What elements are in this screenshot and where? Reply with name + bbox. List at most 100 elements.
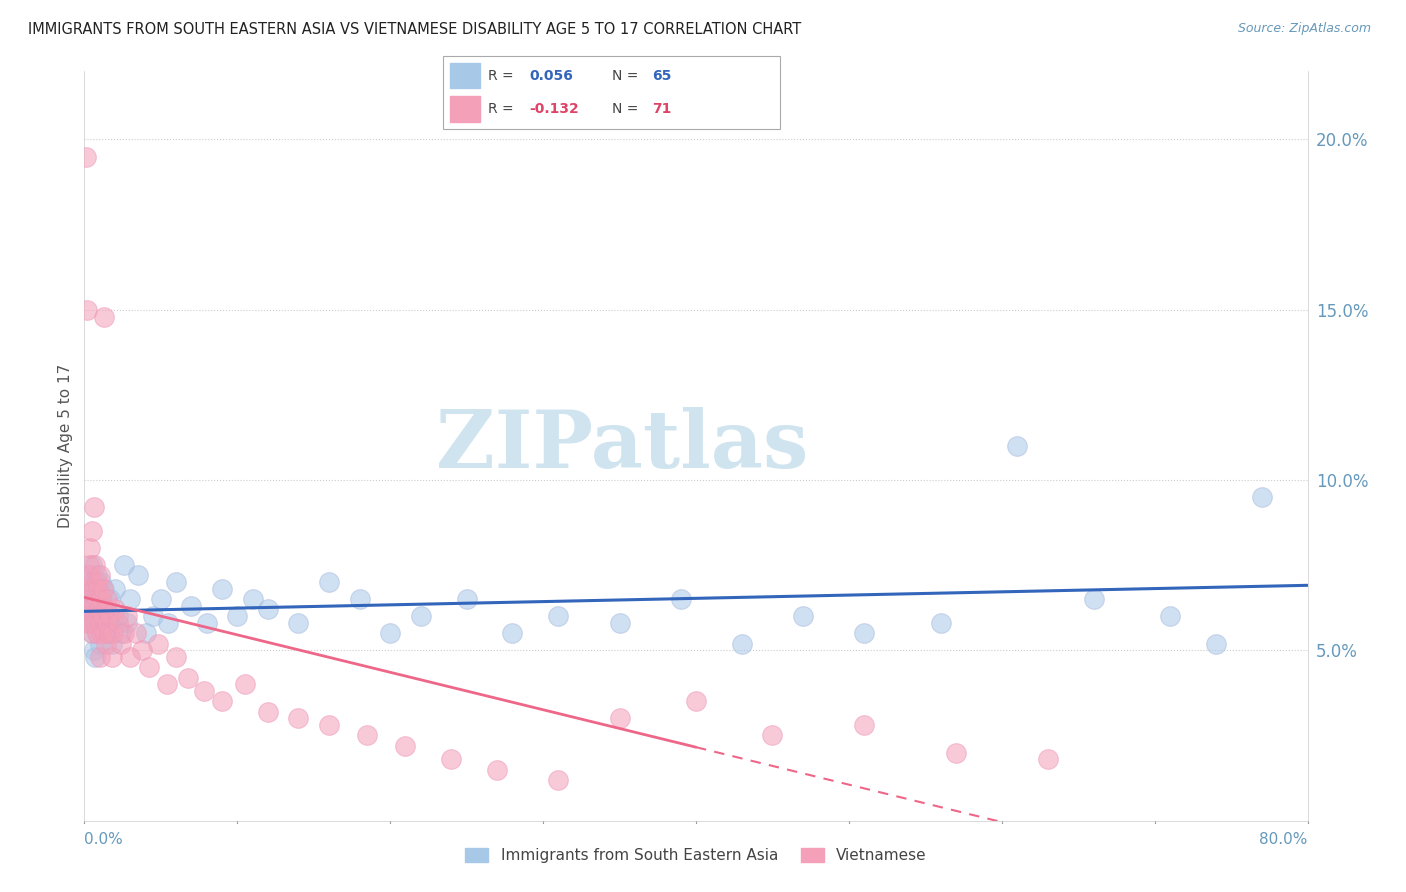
Text: Source: ZipAtlas.com: Source: ZipAtlas.com xyxy=(1237,22,1371,36)
Point xyxy=(349,592,371,607)
Point xyxy=(356,729,378,743)
Point xyxy=(98,609,121,624)
Text: 65: 65 xyxy=(652,69,672,83)
Point xyxy=(685,694,707,708)
Point xyxy=(77,616,100,631)
Text: R =: R = xyxy=(488,102,515,116)
Point xyxy=(287,616,309,631)
Point xyxy=(211,582,233,596)
Point xyxy=(77,602,100,616)
Point xyxy=(79,582,101,596)
Point xyxy=(84,558,107,573)
Point xyxy=(91,609,114,624)
Point xyxy=(93,582,115,596)
Point xyxy=(157,616,180,631)
Point xyxy=(193,684,215,698)
Bar xyxy=(450,96,479,122)
Point xyxy=(89,650,111,665)
Text: N =: N = xyxy=(612,102,638,116)
Point xyxy=(84,616,107,631)
Point xyxy=(120,650,142,665)
Point xyxy=(226,609,249,624)
Point xyxy=(76,302,98,317)
Text: R =: R = xyxy=(488,69,515,83)
Point xyxy=(89,616,111,631)
Point xyxy=(90,575,112,590)
Point xyxy=(486,763,509,777)
Point xyxy=(80,524,103,538)
Point xyxy=(89,616,111,631)
Point xyxy=(86,568,108,582)
Point xyxy=(84,609,107,624)
Text: N =: N = xyxy=(612,69,638,83)
Point xyxy=(101,650,124,665)
Point xyxy=(83,643,105,657)
Point xyxy=(1205,636,1227,650)
Legend: Immigrants from South Eastern Asia, Vietnamese: Immigrants from South Eastern Asia, Viet… xyxy=(460,842,932,869)
Point xyxy=(84,592,107,607)
Point xyxy=(609,711,631,725)
Point xyxy=(83,500,105,515)
Point xyxy=(103,626,125,640)
Point xyxy=(80,599,103,613)
Point xyxy=(83,575,105,590)
Point xyxy=(79,592,101,607)
Point xyxy=(409,609,432,624)
Point xyxy=(135,626,157,640)
Point xyxy=(853,718,876,732)
Point xyxy=(242,592,264,607)
Point xyxy=(91,602,114,616)
Point xyxy=(156,677,179,691)
Point xyxy=(502,626,524,640)
Point xyxy=(93,310,115,324)
Point xyxy=(104,602,127,616)
Point xyxy=(1250,490,1272,504)
Point xyxy=(929,616,952,631)
Point xyxy=(83,582,105,596)
Point xyxy=(125,626,148,640)
Point xyxy=(79,616,101,631)
Point xyxy=(318,575,340,590)
Point xyxy=(97,616,120,631)
Point xyxy=(90,592,112,607)
Point xyxy=(177,671,200,685)
Point xyxy=(97,626,120,640)
Point xyxy=(76,582,98,596)
Point xyxy=(96,609,118,624)
Point xyxy=(83,599,105,613)
Point xyxy=(165,650,187,665)
Point xyxy=(165,575,187,590)
Point xyxy=(87,582,110,596)
Point xyxy=(456,592,478,607)
Point xyxy=(120,592,142,607)
Point xyxy=(127,568,149,582)
Point xyxy=(90,626,112,640)
Point xyxy=(84,650,107,665)
Point xyxy=(131,643,153,657)
Point xyxy=(853,626,876,640)
Point xyxy=(233,677,256,691)
Point xyxy=(107,616,129,631)
Point xyxy=(80,626,103,640)
Y-axis label: Disability Age 5 to 17: Disability Age 5 to 17 xyxy=(58,364,73,528)
Point xyxy=(792,609,814,624)
Point xyxy=(76,592,98,607)
Point xyxy=(669,592,692,607)
Point xyxy=(96,592,118,607)
Text: -0.132: -0.132 xyxy=(529,102,579,116)
Point xyxy=(77,568,100,582)
Point xyxy=(112,626,135,640)
Point xyxy=(75,149,97,163)
Point xyxy=(89,636,111,650)
Point xyxy=(96,616,118,631)
Point xyxy=(180,599,202,613)
FancyBboxPatch shape xyxy=(443,56,780,129)
Point xyxy=(149,592,172,607)
Point xyxy=(76,616,98,631)
Point xyxy=(547,609,569,624)
Point xyxy=(101,636,124,650)
Point xyxy=(287,711,309,725)
Point xyxy=(86,592,108,607)
Text: 80.0%: 80.0% xyxy=(1260,832,1308,847)
Point xyxy=(138,660,160,674)
